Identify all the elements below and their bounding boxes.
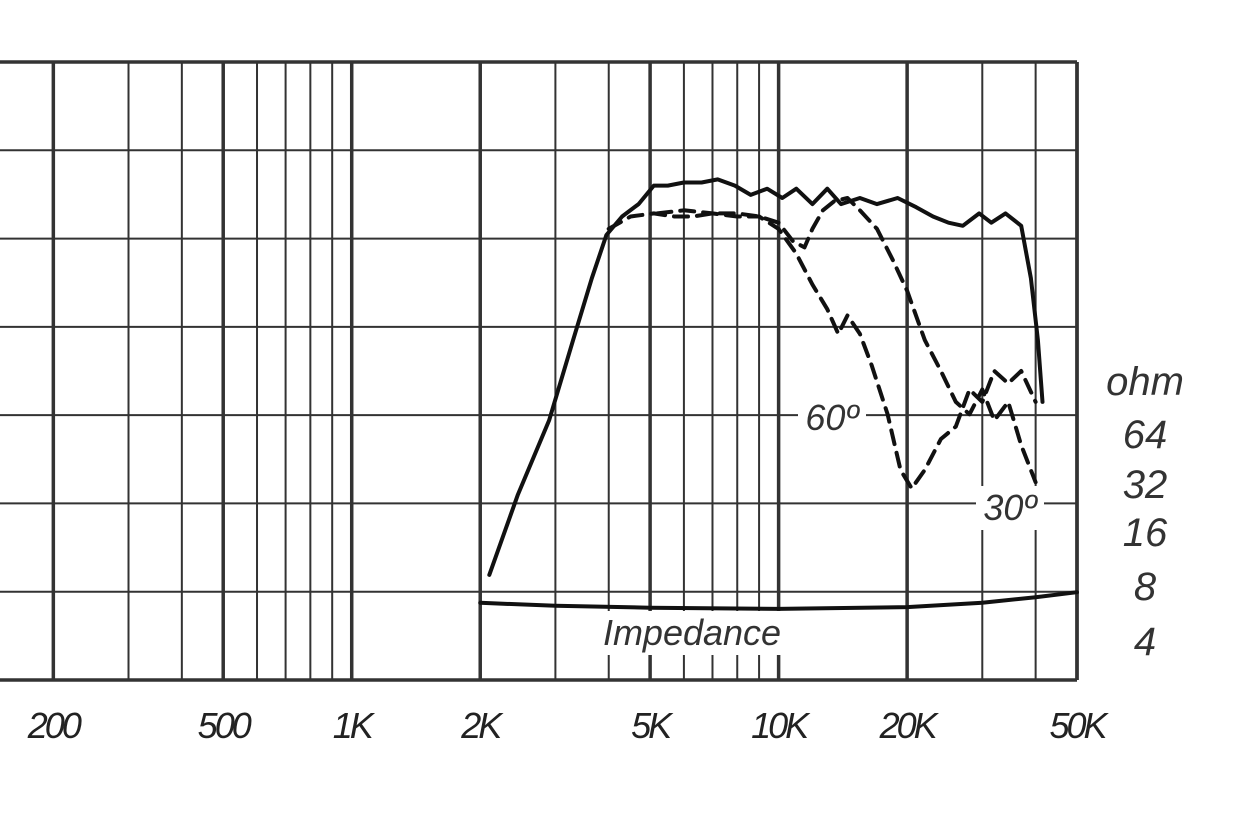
x-axis-tick-labels: 200 500 1K 2K 5K 10K 20K 50K — [27, 705, 1113, 746]
y2-tick-label: 4 — [1134, 620, 1156, 664]
annotation-label: 60º — [805, 397, 860, 438]
chart-annotations: 60º 30º Impedance — [572, 396, 1044, 655]
y2-tick-label: 32 — [1123, 463, 1168, 507]
series-line-deg_60 — [655, 208, 1038, 491]
x-tick-label: 500 — [198, 705, 252, 746]
x-tick-label: 1K — [333, 705, 376, 746]
y2-tick-label: 64 — [1123, 413, 1168, 457]
y2-tick-label: 8 — [1134, 565, 1157, 609]
x-tick-label: 10K — [751, 705, 811, 746]
x-tick-label: 5K — [631, 705, 674, 746]
x-tick-label: 2K — [460, 705, 504, 746]
series-line-impedance — [478, 590, 1079, 611]
chart-grid — [0, 60, 1079, 682]
chart-series — [478, 177, 1079, 611]
annotation-label: Impedance — [603, 612, 781, 653]
annotation-background — [798, 396, 866, 440]
series-line-deg_30 — [606, 196, 1038, 485]
x-tick-label: 20K — [879, 705, 940, 746]
y2-axis-title: ohm — [1106, 360, 1184, 404]
x-tick-label: 50K — [1049, 705, 1109, 746]
annotation-background — [976, 486, 1044, 530]
annotation-label: 30º — [983, 487, 1038, 528]
x-tick-label: 200 — [27, 705, 82, 746]
y2-tick-label: 16 — [1123, 511, 1168, 555]
annotation-background — [572, 611, 812, 655]
